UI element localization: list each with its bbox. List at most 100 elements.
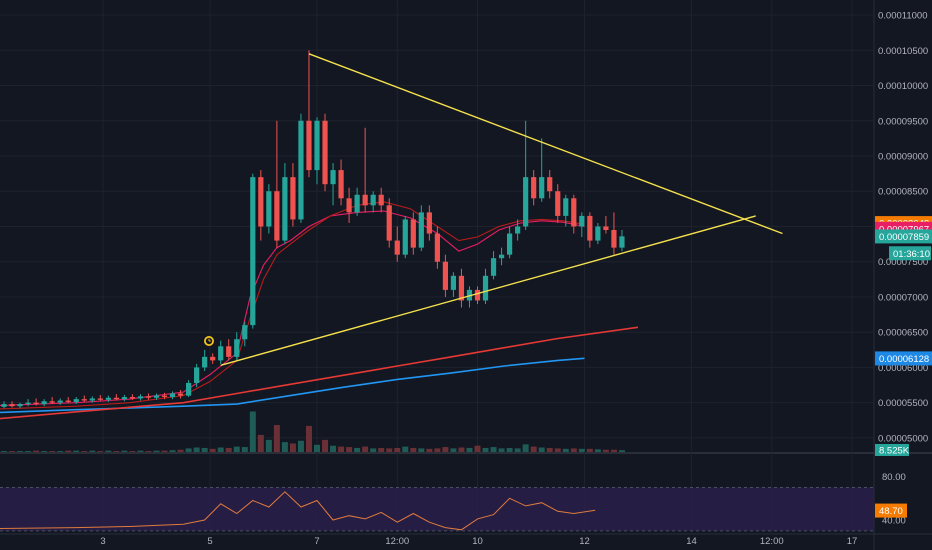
price-tag-text: 0.00007859: [879, 232, 929, 243]
volume-bar: [273, 425, 280, 452]
candle-body: [73, 399, 79, 402]
volume-bar: [89, 450, 96, 452]
volume-bar: [538, 447, 545, 452]
candle-body: [386, 205, 392, 241]
volume-bar: [81, 451, 88, 452]
volume-bar: [530, 446, 537, 452]
volume-bar: [73, 450, 80, 452]
candle-body: [402, 219, 408, 255]
candle-body: [1, 404, 7, 407]
price-tick-label: 0.00009000: [878, 152, 928, 163]
volume-bar: [9, 451, 16, 452]
volume-bar: [281, 442, 288, 452]
volume-bar: [289, 443, 296, 452]
candle-body: [290, 177, 296, 220]
candle-body: [426, 212, 432, 234]
candle-body: [9, 404, 15, 407]
volume-bars: [1, 411, 625, 452]
candle-body: [89, 398, 95, 401]
candle-body: [113, 397, 119, 400]
volume-tag-text: 8.525K: [879, 446, 910, 457]
candle-body: [338, 170, 344, 199]
volume-bar: [514, 448, 521, 452]
volume-bar: [426, 448, 433, 452]
candle-body: [298, 120, 304, 220]
rsi-tick-label: 40.00: [882, 516, 906, 527]
candle-body: [362, 194, 368, 206]
volume-bar: [410, 447, 417, 452]
candle-body: [531, 177, 537, 199]
candle-body: [619, 236, 625, 248]
volume-bar: [554, 448, 561, 452]
volume-bar: [65, 450, 72, 452]
volume-bar: [161, 450, 168, 452]
candle-body: [202, 356, 208, 368]
volume-bar: [97, 451, 104, 452]
candle-body: [587, 215, 593, 241]
volume-bar: [522, 444, 529, 452]
volume-bar: [25, 451, 32, 452]
candle-body: [65, 400, 71, 402]
price-tick-label: 0.00005500: [878, 398, 928, 409]
time-axis[interactable]: 3 5 7 12:00 10 12 14 12:00 17: [100, 536, 857, 547]
volume-bar: [362, 446, 369, 452]
rsi-line: [0, 491, 596, 531]
candle-body: [490, 258, 497, 276]
volume-bar: [121, 450, 128, 452]
volume-bar: [330, 445, 337, 452]
volume-bar: [305, 425, 312, 452]
candle-body: [210, 356, 216, 361]
volume-bar: [322, 439, 329, 452]
candle-body: [234, 339, 240, 357]
volume-bar: [153, 450, 160, 452]
candle-body: [121, 397, 127, 400]
volume-bar: [562, 448, 569, 452]
price-tick-label: 0.00005000: [878, 433, 928, 444]
candle-body: [418, 212, 424, 248]
price-axis[interactable]: 0.00011000 0.00010500 0.00010000 0.00009500…: [875, 11, 932, 527]
volume-bar: [594, 449, 601, 452]
volume-bar: [57, 451, 64, 452]
price-tag-text: 01:36:10: [893, 249, 930, 260]
volume-bar: [394, 447, 401, 452]
volume-bar: [33, 450, 40, 452]
volume-bar: [177, 449, 184, 452]
price-tag: [875, 229, 932, 244]
candle-body: [153, 395, 160, 398]
candle-body: [378, 194, 384, 206]
candle-body: [555, 191, 561, 216]
price-tick-label: 0.00006000: [878, 363, 928, 374]
alarm-clock-icon[interactable]: [204, 336, 214, 346]
volume-bar: [466, 447, 473, 452]
candle-body: [194, 367, 200, 383]
volume-bar: [402, 446, 409, 452]
volume-bar: [482, 447, 489, 452]
volume-bar: [193, 447, 200, 452]
candle-body: [442, 261, 448, 290]
volume-tag: [875, 444, 909, 456]
volume-bar: [354, 447, 361, 452]
price-tag: [889, 246, 931, 261]
time-tick-label: 3: [100, 536, 105, 547]
moving-averages: [0, 201, 639, 420]
rsi-pane: [0, 487, 874, 532]
time-tick-label: 14: [686, 536, 697, 547]
time-tick-label: 12:00: [760, 536, 784, 547]
volume-bar: [145, 451, 152, 452]
candle-body: [515, 226, 521, 234]
price-tick-label: 0.00010500: [878, 46, 928, 57]
volume-bar: [297, 440, 304, 452]
candle-body: [282, 177, 288, 241]
rsi-value-text: 48.70: [879, 506, 903, 517]
time-tick-label: 7: [314, 536, 319, 547]
candle-body: [523, 177, 529, 227]
time-tick-label: 5: [207, 536, 212, 547]
candle-body: [434, 233, 440, 262]
volume-bar: [418, 448, 425, 452]
candle-body: [450, 275, 457, 290]
volume-bar: [386, 448, 393, 452]
volume-bar: [129, 451, 136, 452]
price-tick-label: 0.00008500: [878, 187, 928, 198]
rsi-tick-label: 80.00: [882, 472, 906, 483]
